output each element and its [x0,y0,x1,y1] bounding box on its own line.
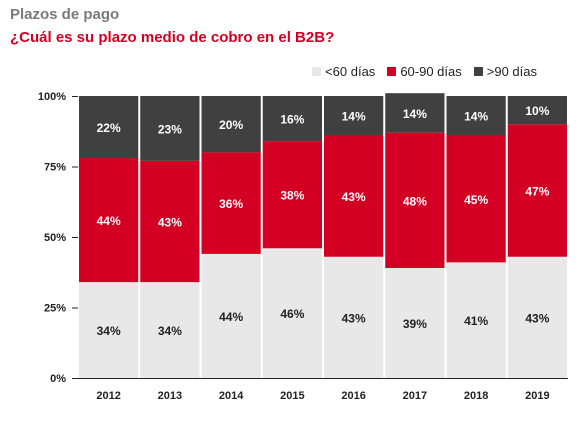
bar-segment-60-90-2013 [140,160,200,283]
legend-item-gt90: >90 días [473,64,537,79]
bar-segment-60-90-2018 [446,135,506,263]
chart-subtitle: ¿Cuál es su plazo medio de cobro en el B… [10,29,335,46]
data-label-gt90-2013: 23% [158,122,182,136]
chart-title: Plazos de pago [10,6,120,23]
x-tick-label-2013: 2013 [158,390,182,402]
bar-segment-60-90-2015 [262,141,322,249]
data-label-60-90-2016: 43% [342,190,366,204]
data-label-lt60-2016: 43% [342,311,366,325]
bar-segment-60-90-2012 [79,158,139,283]
bar-segment-lt60-2015 [262,248,322,378]
bar-segment-60-90-2014 [201,152,261,254]
data-label-gt90-2014: 20% [219,118,243,132]
x-tick-label-2014: 2014 [219,390,244,402]
data-label-lt60-2017: 39% [403,317,427,331]
bar-segment-gt90-2014 [201,96,261,153]
y-tick-label: 50% [44,232,66,244]
data-label-lt60-2015: 46% [280,307,304,321]
legend-label-gt90: >90 días [486,64,537,79]
data-label-60-90-2018: 45% [464,193,488,207]
bar-segment-lt60-2013 [140,282,200,378]
data-label-gt90-2017: 14% [403,107,427,121]
bar-segment-gt90-2015 [262,96,322,142]
bar-segment-lt60-2014 [201,253,261,378]
bar-segment-lt60-2019 [507,256,567,378]
data-label-60-90-2013: 43% [158,215,182,229]
bar-segment-60-90-2017 [385,132,445,269]
bar-segment-gt90-2018 [446,96,506,136]
legend-item-60-90: 60-90 días [387,64,462,79]
legend-swatch-60-90 [387,67,397,76]
legend-swatch-lt60 [312,67,322,76]
data-label-lt60-2013: 34% [158,324,182,338]
data-label-lt60-2012: 34% [97,324,121,338]
legend-label-60-90: 60-90 días [400,64,462,79]
bar-segment-lt60-2012 [79,282,139,378]
x-tick-label-2016: 2016 [341,390,365,402]
data-label-gt90-2018: 14% [464,110,488,124]
bar-segment-gt90-2019 [507,96,567,125]
data-label-lt60-2018: 41% [464,314,488,328]
legend-label-lt60: <60 días [325,64,376,79]
bar-segment-lt60-2016 [324,256,384,378]
y-tick-label: 100% [38,91,66,103]
x-tick-label-2019: 2019 [525,390,549,402]
x-tick-label-2012: 2012 [96,390,120,402]
data-label-60-90-2017: 48% [403,194,427,208]
y-tick-label: 75% [44,162,66,174]
bar-segment-gt90-2013 [140,96,200,161]
bar-segment-60-90-2016 [324,135,384,257]
legend: <60 días 60-90 días >90 días [312,64,537,79]
data-label-gt90-2015: 16% [280,113,304,127]
x-tick-label-2017: 2017 [403,390,427,402]
data-label-gt90-2012: 22% [97,121,121,135]
bar-segment-gt90-2012 [79,96,139,159]
data-label-gt90-2016: 14% [342,110,366,124]
data-label-60-90-2012: 44% [97,214,121,228]
bar-segment-60-90-2019 [507,124,567,257]
data-label-60-90-2019: 47% [525,184,549,198]
x-tick-label-2015: 2015 [280,390,304,402]
data-label-60-90-2014: 36% [219,197,243,211]
x-tick-label-2018: 2018 [464,390,488,402]
bar-segment-gt90-2017 [385,93,445,133]
y-tick-label: 25% [44,303,66,315]
data-label-gt90-2019: 10% [525,104,549,118]
legend-swatch-gt90 [473,67,483,76]
bar-segment-gt90-2016 [324,96,384,136]
data-label-lt60-2019: 43% [525,311,549,325]
bar-segment-lt60-2018 [446,262,506,378]
y-tick-label: 0% [50,373,66,385]
data-label-60-90-2015: 38% [280,189,304,203]
legend-item-lt60: <60 días [312,64,375,79]
bar-segment-lt60-2017 [385,268,445,378]
data-label-lt60-2014: 44% [219,310,243,324]
